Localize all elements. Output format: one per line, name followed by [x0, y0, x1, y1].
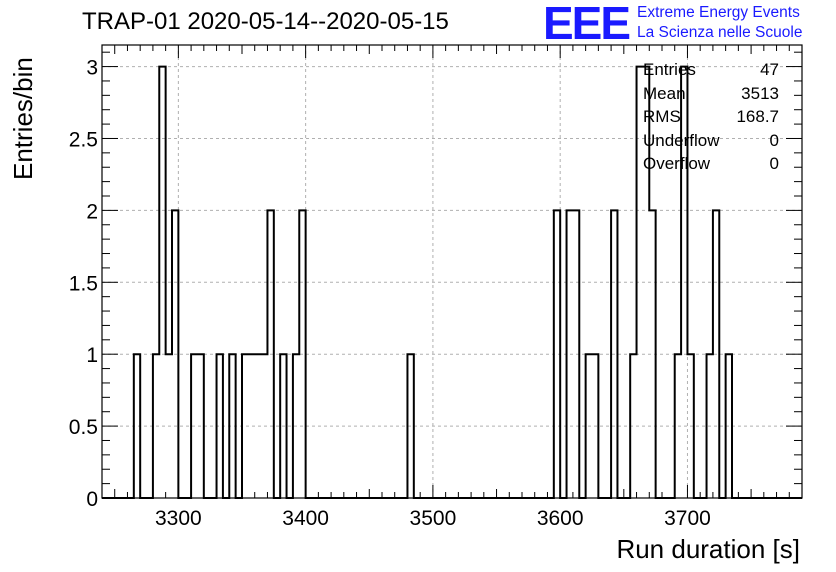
x-tick-label: 3700 [664, 507, 711, 530]
stat-value: 47 [760, 60, 779, 79]
histogram-bin [248, 354, 254, 498]
histogram-bin [726, 354, 732, 498]
stats-box: Entries 47 Mean 3513 RMS 168.7 Underflow… [643, 58, 779, 176]
histogram-bin [407, 354, 413, 498]
histogram-bin [166, 354, 172, 498]
histogram-bin [586, 354, 592, 498]
stat-label: Overflow [643, 154, 711, 173]
stat-value: 0 [769, 130, 779, 150]
y-tick-label: 2.5 [69, 128, 98, 151]
x-axis-label: Run duration [s] [616, 534, 800, 564]
logo-line-1: Extreme Energy Events [637, 4, 800, 21]
y-tick-label: 2 [86, 200, 98, 223]
stat-label: RMS [643, 107, 681, 126]
histogram-bin [191, 354, 197, 498]
histogram-bin [707, 354, 713, 498]
x-tick-label: 3300 [155, 507, 202, 530]
x-tick-label: 3400 [282, 507, 329, 530]
stat-entries: Entries 47 [643, 58, 779, 82]
y-tick-label: 1.5 [69, 272, 98, 295]
histogram-bin [229, 354, 235, 498]
histogram-bin [197, 354, 203, 498]
stat-value: 168.7 [736, 107, 779, 126]
histogram-bin [134, 354, 140, 498]
stat-label: Underflow [643, 130, 720, 150]
histogram-bin [280, 354, 286, 498]
stat-overflow: Overflow 0 [643, 152, 779, 176]
y-tick-label: 0 [86, 488, 98, 511]
eee-logo: EEE [543, 0, 631, 49]
x-tick-label: 3500 [410, 507, 457, 530]
axes [101, 44, 803, 499]
stat-label: Mean [643, 83, 686, 103]
histogram-bin [299, 210, 305, 498]
histogram-bin [687, 354, 693, 498]
ticks: 3300 3400 3500 3600 3700 0 0.5 1 1.5 2 2.5 3 [69, 45, 802, 530]
y-tick-label: 3 [86, 57, 98, 80]
plot-frame [101, 44, 803, 499]
histogram-bin [637, 67, 643, 498]
chart-title: TRAP-01 2020-05-14--2020-05-15 [82, 8, 449, 35]
histogram-bin [713, 210, 719, 498]
histogram-bin [554, 210, 560, 498]
histogram-bin [153, 354, 159, 498]
y-tick-label: 0.5 [69, 416, 98, 439]
histogram-bin [592, 354, 598, 498]
stat-label: Entries [643, 60, 696, 79]
histogram-bin [242, 354, 248, 498]
histogram-bin [293, 354, 299, 498]
stat-value: 0 [769, 154, 779, 173]
histogram-bin [261, 354, 267, 498]
histogram-bin [567, 210, 573, 498]
stat-mean: Mean 3513 [643, 82, 779, 106]
stat-rms: RMS 168.7 [643, 105, 779, 129]
stat-value: 3513 [741, 83, 779, 103]
histogram-bin [630, 354, 636, 498]
histogram-bin [675, 354, 681, 498]
x-tick-label: 3600 [537, 507, 584, 530]
y-tick-label: 1 [86, 344, 98, 367]
eee-logo-text: Extreme Energy Events La Scienza nelle S… [637, 3, 802, 43]
histogram-bin [159, 67, 165, 498]
histogram-bin [255, 354, 261, 498]
histogram-bin [267, 210, 273, 498]
histogram-bin [172, 210, 178, 498]
histogram-bin [611, 210, 617, 498]
histogram-bin [573, 210, 579, 498]
stat-underflow: Underflow 0 [643, 129, 779, 153]
histogram-bin [217, 354, 223, 498]
histogram-bin [649, 210, 655, 498]
logo-line-2: La Scienza nelle Scuole [637, 24, 803, 41]
y-axis-label: Entries/bin [8, 57, 38, 180]
